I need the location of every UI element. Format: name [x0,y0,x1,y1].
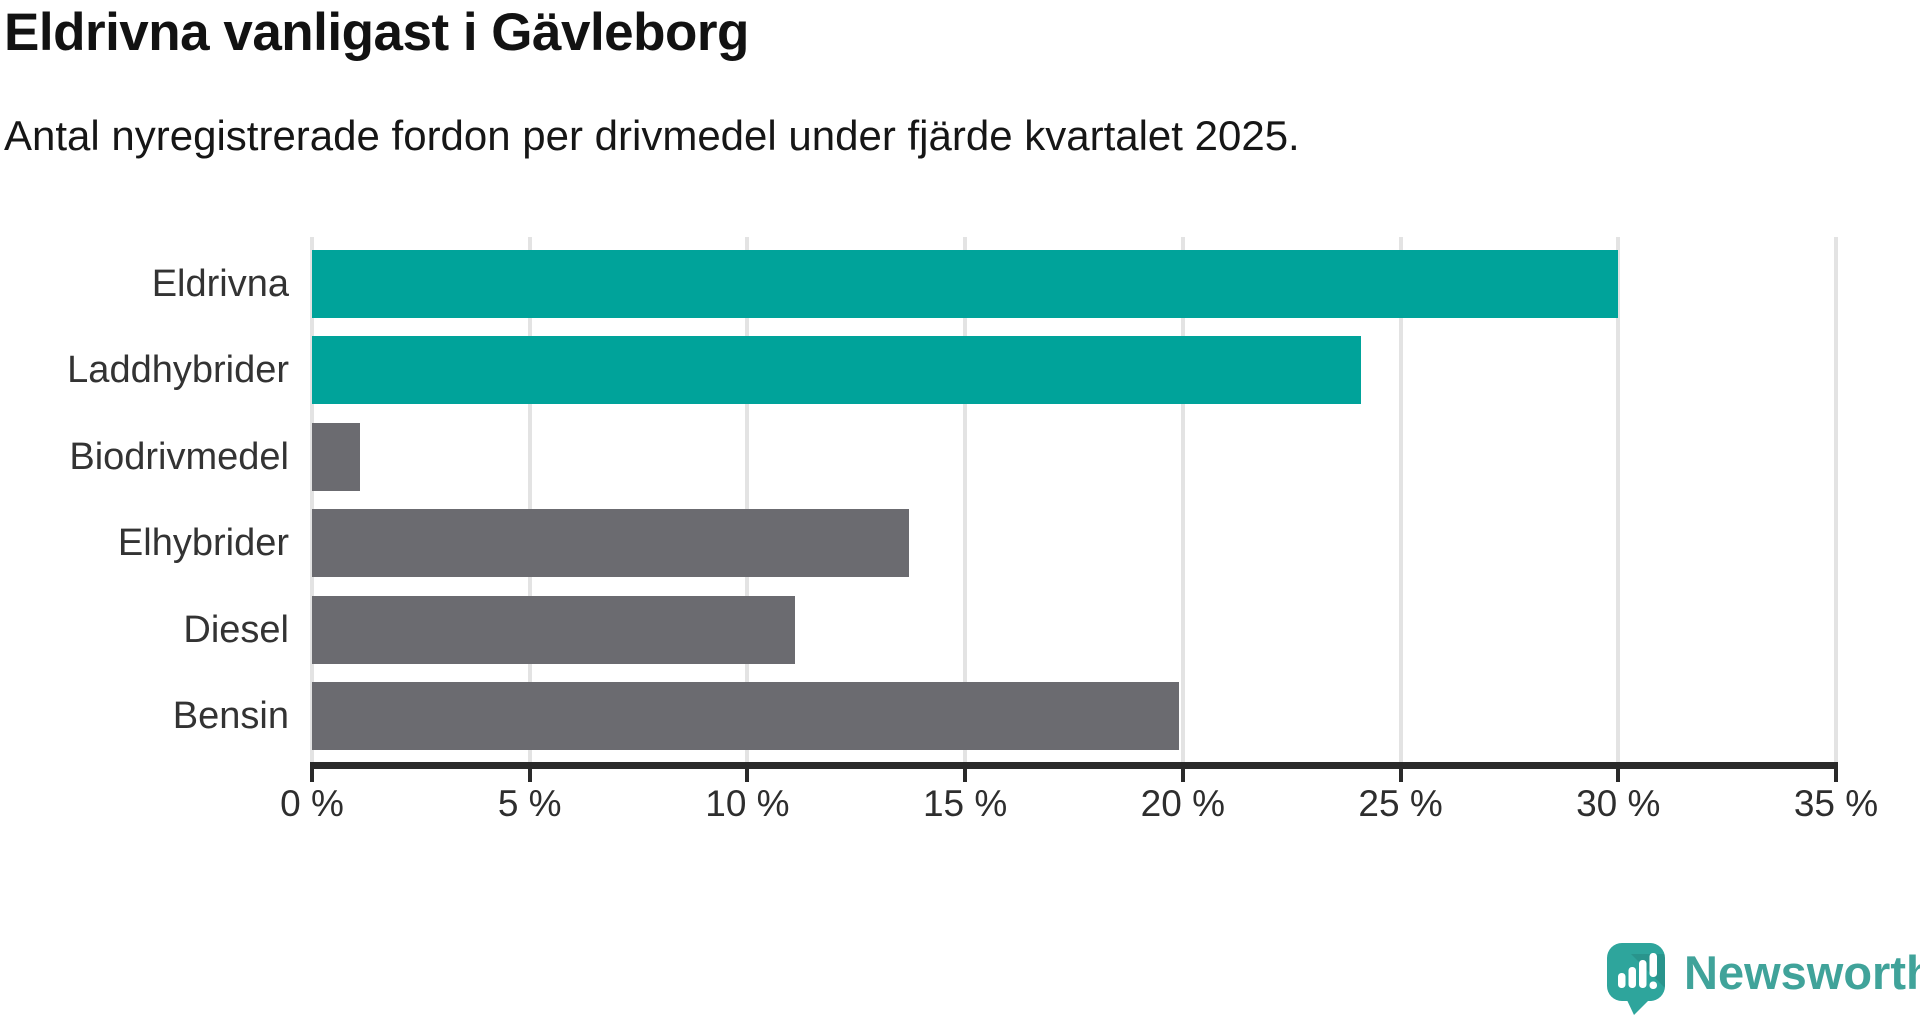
x-axis-tick-5 [527,769,532,782]
bar-bensin [312,682,1179,750]
gridline-25 [1398,237,1403,763]
bar-diesel [312,596,795,664]
category-label-bensin: Bensin [172,695,289,737]
x-axis-tick-label-30: 30 % [1576,783,1661,824]
category-label-elhybrider: Elhybrider [117,522,289,564]
x-axis-tick-label-5: 5 % [497,783,562,824]
gridline-20 [1180,237,1185,763]
newsworthy-wordmark: Newsworthy [1684,946,1920,999]
gridline-35 [1834,237,1838,763]
category-label-biodrivmedel: Biodrivmedel [69,436,289,478]
x-axis-tick-10 [745,769,750,782]
x-axis-line [310,762,1838,769]
bar-laddhybrider [312,336,1361,404]
x-axis-tick-25 [1398,769,1403,782]
gridline-0 [310,237,314,763]
chart-subtitle: Antal nyregistrerade fordon per drivmede… [4,112,1300,159]
x-axis-tick-0 [310,769,314,782]
newsworthy-logo: Newsworthy [1606,942,1920,1016]
category-label-eldrivna: Eldrivna [151,263,289,305]
x-axis-tick-35 [1834,769,1838,782]
bar-elhybrider [312,509,909,577]
x-axis-tick-label-0: 0 % [280,783,344,824]
x-axis-tick-label-15: 15 % [922,783,1008,824]
bar-biodrivmedel [312,423,360,491]
bar-eldrivna [312,250,1618,318]
gridline-30 [1616,237,1621,763]
page-title: Eldrivna vanligast i Gävleborg [4,3,749,62]
x-axis-tick-15 [963,769,968,782]
x-axis-tick-label-35: 35 % [1793,783,1879,824]
x-axis-tick-label-25: 25 % [1358,783,1443,824]
gridline-15 [963,237,968,763]
newsworthy-icon [1607,943,1665,1015]
x-axis-tick-30 [1616,769,1621,782]
category-label-diesel: Diesel [183,609,289,651]
category-label-laddhybrider: Laddhybrider [67,349,289,391]
x-axis-tick-20 [1180,769,1185,782]
x-axis-tick-label-20: 20 % [1140,783,1226,824]
gridline-10 [745,237,750,763]
x-axis-tick-label-10: 10 % [705,783,790,824]
gridline-5 [527,237,532,763]
